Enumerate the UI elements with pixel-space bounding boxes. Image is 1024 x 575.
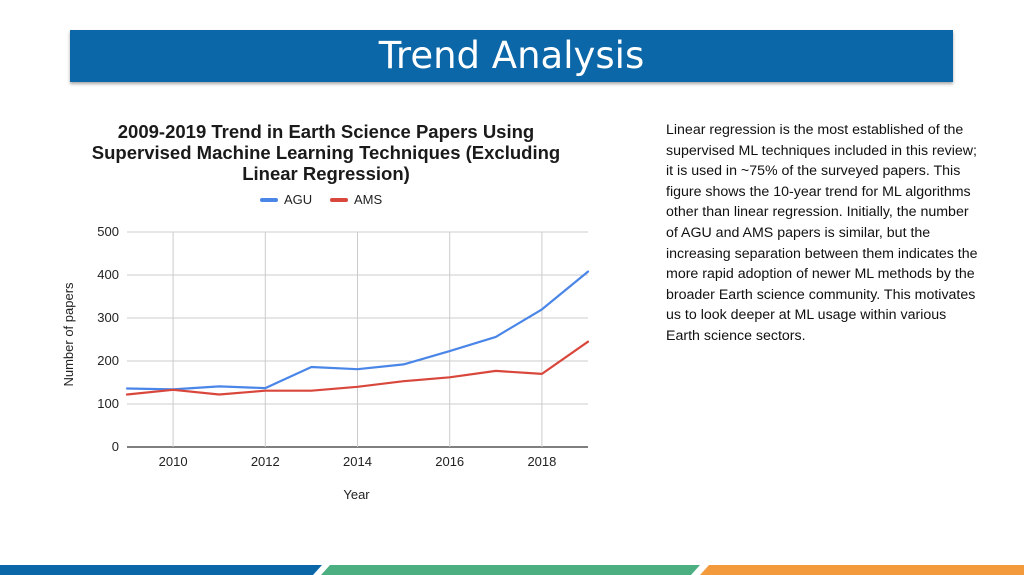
x-axis-label: Year xyxy=(343,487,370,502)
footer-stripe-orange xyxy=(700,565,1024,575)
x-tick-label: 2010 xyxy=(159,454,188,469)
x-tick-label: 2016 xyxy=(435,454,464,469)
legend-label-agu: AGU xyxy=(284,192,312,207)
chart-title-line: Linear Regression) xyxy=(242,163,410,184)
y-tick-label: 100 xyxy=(97,396,119,411)
footer-stripe-blue xyxy=(0,565,322,575)
description-text: Linear regression is the most establishe… xyxy=(666,122,978,344)
y-tick-label: 0 xyxy=(112,439,119,454)
series-line-ams xyxy=(125,340,590,396)
line-chart: 2009-2019 Trend in Earth Science Papers … xyxy=(61,121,590,502)
page-title: Trend Analysis xyxy=(378,34,645,77)
y-axis-label: Number of papers xyxy=(61,282,76,387)
legend-label-ams: AMS xyxy=(354,192,383,207)
footer-stripes xyxy=(0,565,1024,575)
x-tick-label: 2014 xyxy=(343,454,372,469)
header-bar: Trend Analysis xyxy=(70,30,953,82)
y-tick-label: 500 xyxy=(97,224,119,239)
x-tick-label: 2018 xyxy=(527,454,556,469)
x-tick-label: 2012 xyxy=(251,454,280,469)
chart-title-line: 2009-2019 Trend in Earth Science Papers … xyxy=(118,121,534,142)
series-line-agu xyxy=(125,270,590,391)
y-tick-label: 200 xyxy=(97,353,119,368)
footer-stripe-green xyxy=(321,565,700,575)
y-tick-label: 300 xyxy=(97,310,119,325)
chart-area: 2009-2019 Trend in Earth Science Papers … xyxy=(50,112,610,517)
y-tick-label: 400 xyxy=(97,267,119,282)
chart-title-line: Supervised Machine Learning Techniques (… xyxy=(92,142,560,163)
